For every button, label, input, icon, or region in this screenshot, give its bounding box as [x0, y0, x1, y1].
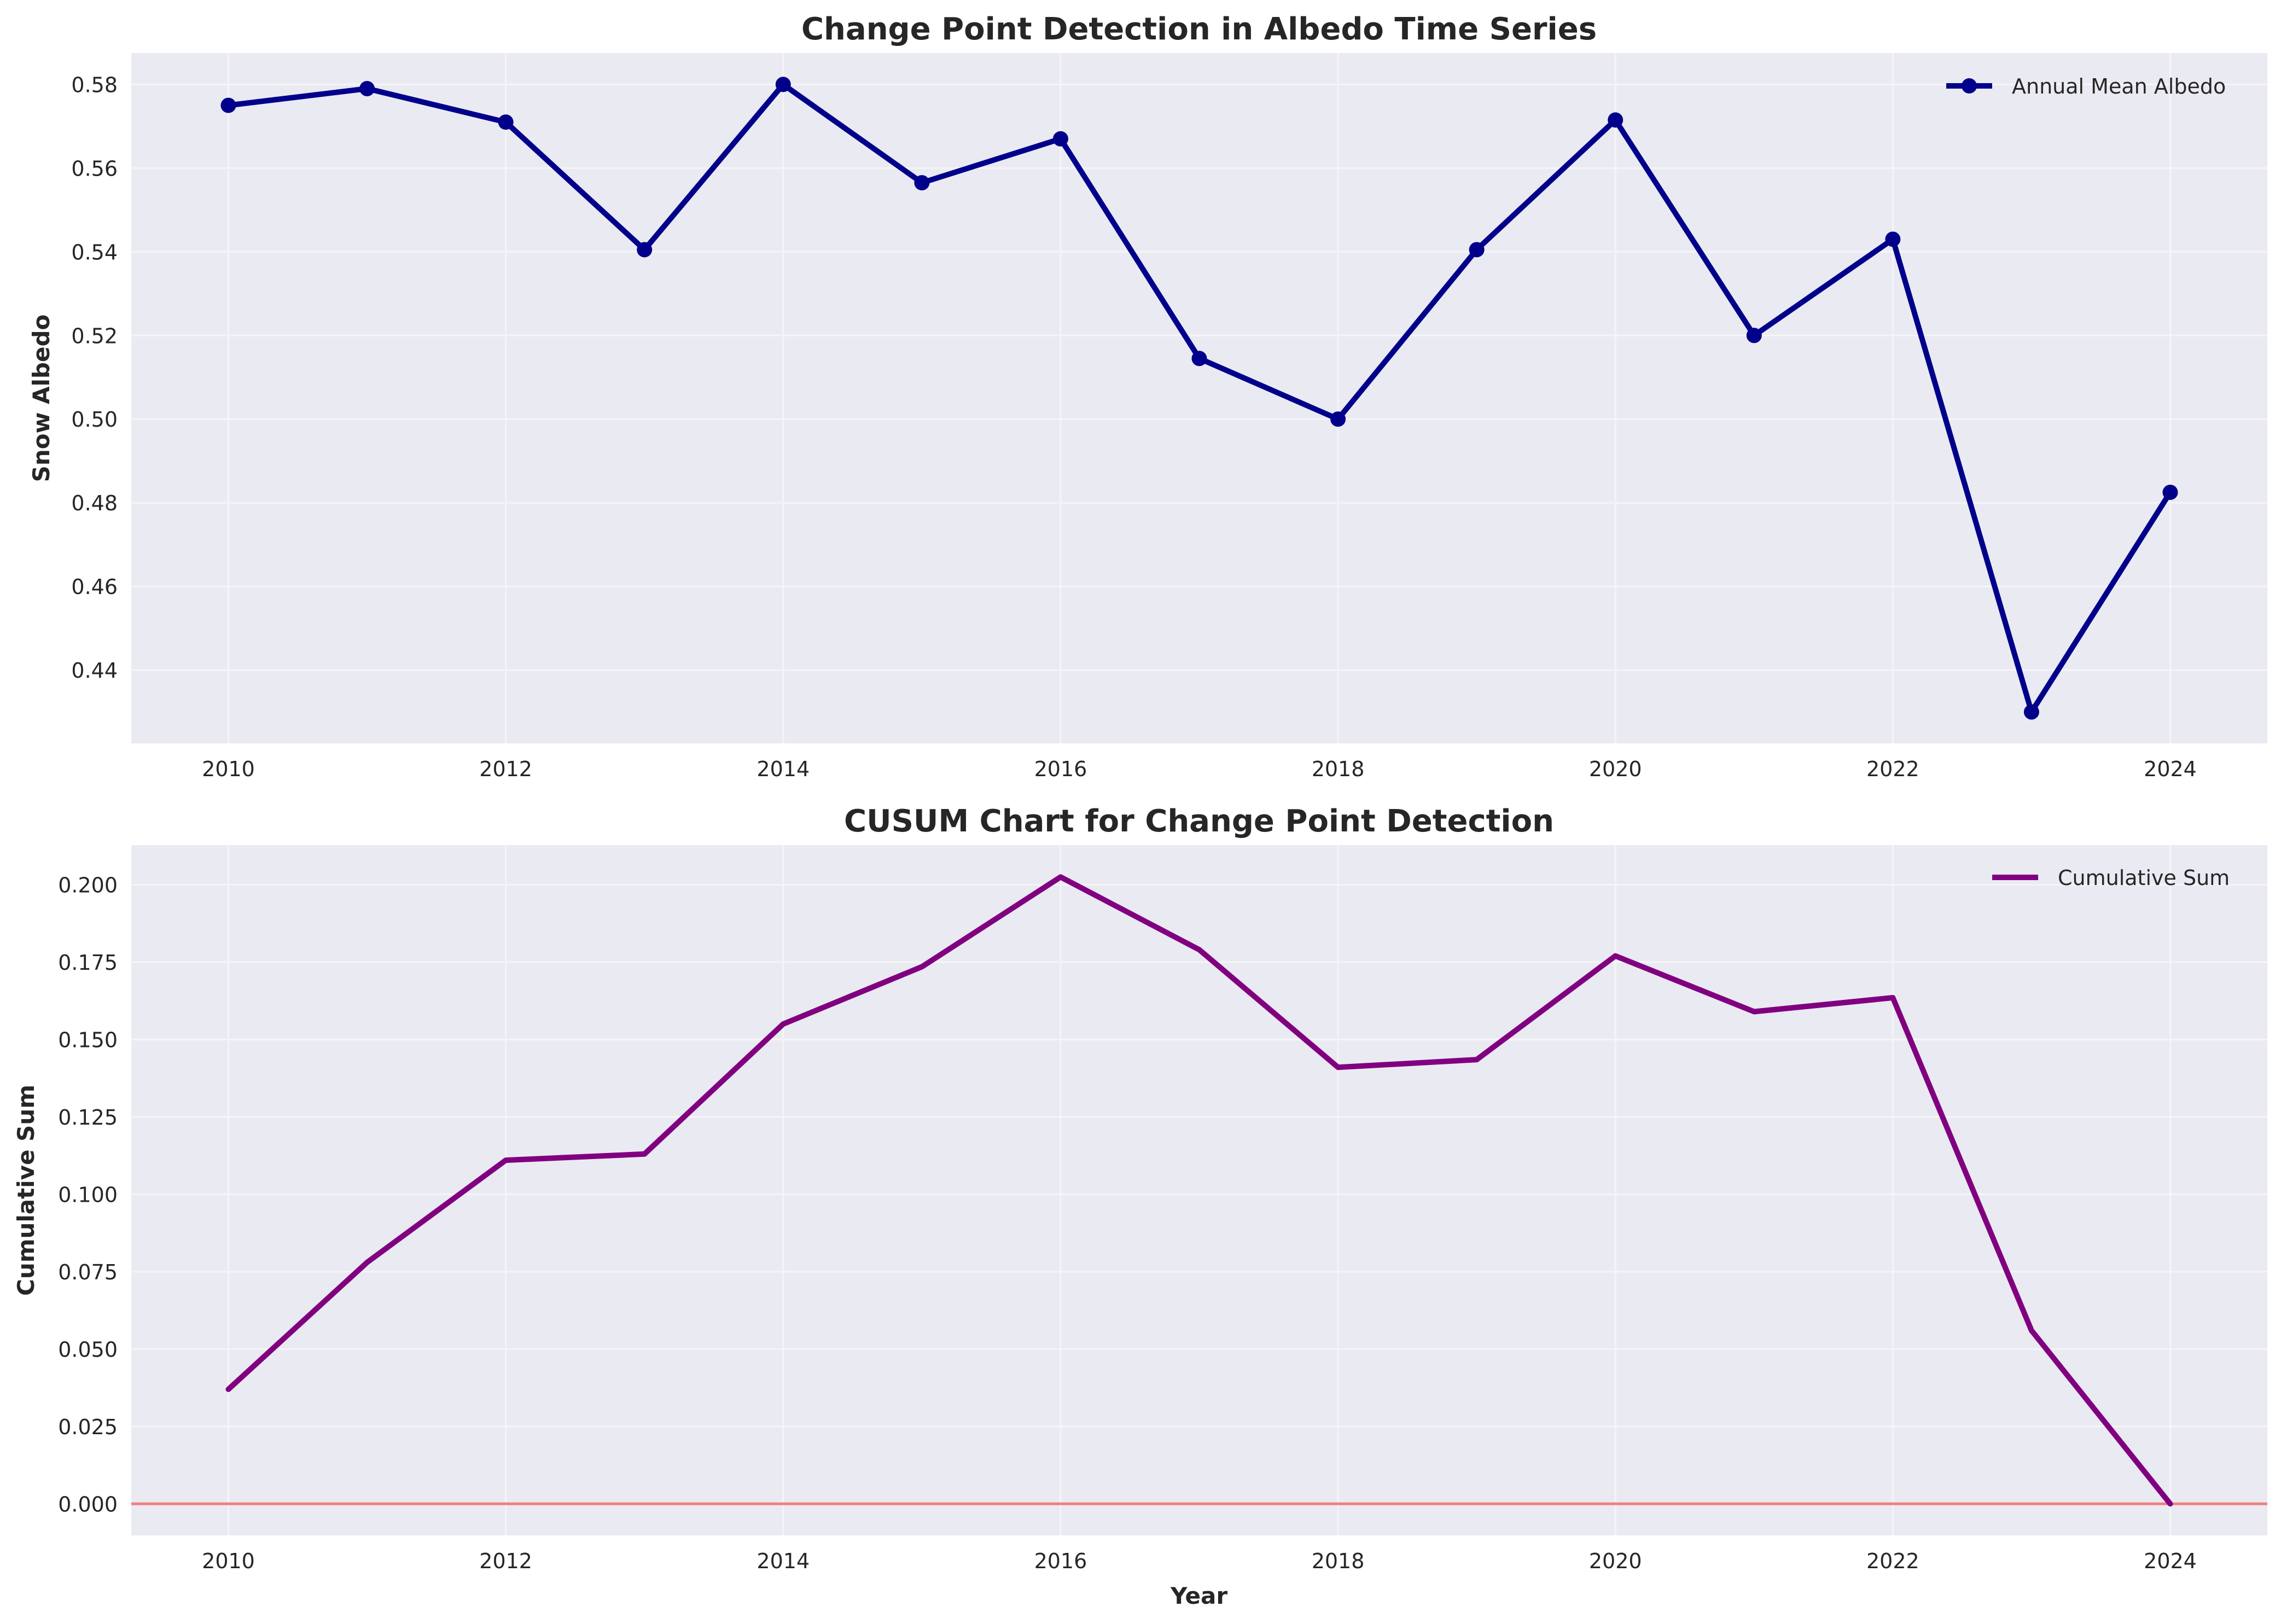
- x-tick-label: 2024: [2144, 757, 2197, 781]
- y-axis-label: Cumulative Sum: [13, 1085, 39, 1296]
- y-tick-label: 0.000: [58, 1492, 118, 1516]
- x-tick-label: 2010: [202, 757, 255, 781]
- cusum-chart: 2010 2012 2014 2016 2018 2020 2022 2024 0.0000.…: [13, 804, 2267, 1609]
- x-tick-label: 2018: [1312, 757, 1365, 781]
- y-tick-label: 0.54: [71, 240, 118, 264]
- data-point: [1330, 411, 1346, 427]
- data-point: [1885, 231, 1901, 247]
- series-line: [225, 874, 2173, 1507]
- y-tick-label: 0.050: [58, 1337, 118, 1361]
- data-point: [2162, 485, 2178, 500]
- x-tick-labels: 2010 2012 2014 2016 2018 2020 2022 2024: [202, 1549, 2197, 1573]
- data-point: [775, 77, 791, 92]
- data-point: [498, 114, 514, 130]
- y-tick-label: 0.125: [58, 1105, 118, 1130]
- y-tick-label: 0.44: [71, 659, 118, 683]
- x-tick-label: 2022: [1866, 757, 1919, 781]
- y-tick-label: 0.200: [58, 873, 118, 897]
- data-point: [220, 97, 236, 113]
- plot-area: [131, 53, 2267, 743]
- data-point: [1469, 242, 1485, 258]
- y-tick-label: 0.025: [58, 1415, 118, 1439]
- legend-label: Cumulative Sum: [2058, 866, 2230, 890]
- x-tick-label: 2020: [1589, 757, 1642, 781]
- x-tick-label: 2020: [1589, 1549, 1642, 1573]
- grid: [131, 53, 2267, 743]
- y-tick-label: 0.48: [71, 491, 118, 515]
- data-point: [1608, 112, 1624, 128]
- x-tick-label: 2016: [1034, 757, 1087, 781]
- x-tick-label: 2024: [2144, 1549, 2197, 1573]
- grid: [131, 845, 2267, 1535]
- y-tick-label: 0.150: [58, 1028, 118, 1052]
- data-point: [637, 242, 653, 258]
- x-tick-label: 2010: [202, 1549, 255, 1573]
- legend-label: Annual Mean Albedo: [2012, 74, 2226, 98]
- data-point: [1191, 351, 1207, 366]
- plot-area: [131, 845, 2267, 1535]
- legend-swatch-marker: [1962, 78, 1977, 94]
- chart-title: Change Point Detection in Albedo Time Se…: [801, 11, 1597, 47]
- y-tick-label: 0.100: [58, 1183, 118, 1207]
- y-tick-label: 0.50: [71, 408, 118, 432]
- y-tick-labels: 0.000 0.025 0.050 0.075 0.100 0.125 0.150 0.175…: [58, 873, 118, 1516]
- x-tick-label: 2012: [479, 757, 532, 781]
- y-tick-label: 0.46: [71, 575, 118, 599]
- legend: Cumulative Sum: [1992, 866, 2230, 890]
- x-tick-label: 2012: [479, 1549, 532, 1573]
- x-tick-label: 2016: [1034, 1549, 1087, 1573]
- data-point: [1052, 131, 1068, 147]
- y-tick-label: 0.175: [58, 951, 118, 975]
- data-point: [359, 81, 375, 97]
- data-point: [914, 175, 930, 191]
- chart-title: CUSUM Chart for Change Point Detection: [844, 804, 1554, 839]
- x-tick-labels: 2010 2012 2014 2016 2018 2020 2022 2024: [202, 757, 2197, 781]
- x-axis-label: Year: [1170, 1582, 1227, 1609]
- y-tick-label: 0.52: [71, 324, 118, 348]
- x-tick-label: 2018: [1312, 1549, 1365, 1573]
- series-layer: [220, 77, 2178, 720]
- legend: Annual Mean Albedo: [1946, 74, 2226, 98]
- y-tick-label: 0.58: [71, 73, 118, 97]
- y-tick-label: 0.075: [58, 1260, 118, 1284]
- x-tick-label: 2014: [757, 1549, 810, 1573]
- x-tick-label: 2014: [757, 757, 810, 781]
- albedo-chart: 2010 2012 2014 2016 2018 2020 2022 2024 0.440.4…: [28, 11, 2267, 781]
- y-tick-labels: 0.44 0.46 0.48 0.50 0.52 0.54 0.56 0.58: [71, 73, 118, 683]
- y-axis-label: Snow Albedo: [28, 315, 55, 482]
- y-tick-label: 0.56: [71, 156, 118, 181]
- series-layer: [131, 874, 2267, 1507]
- data-point: [2023, 704, 2039, 720]
- x-tick-label: 2022: [1866, 1549, 1919, 1573]
- data-point: [1746, 328, 1762, 344]
